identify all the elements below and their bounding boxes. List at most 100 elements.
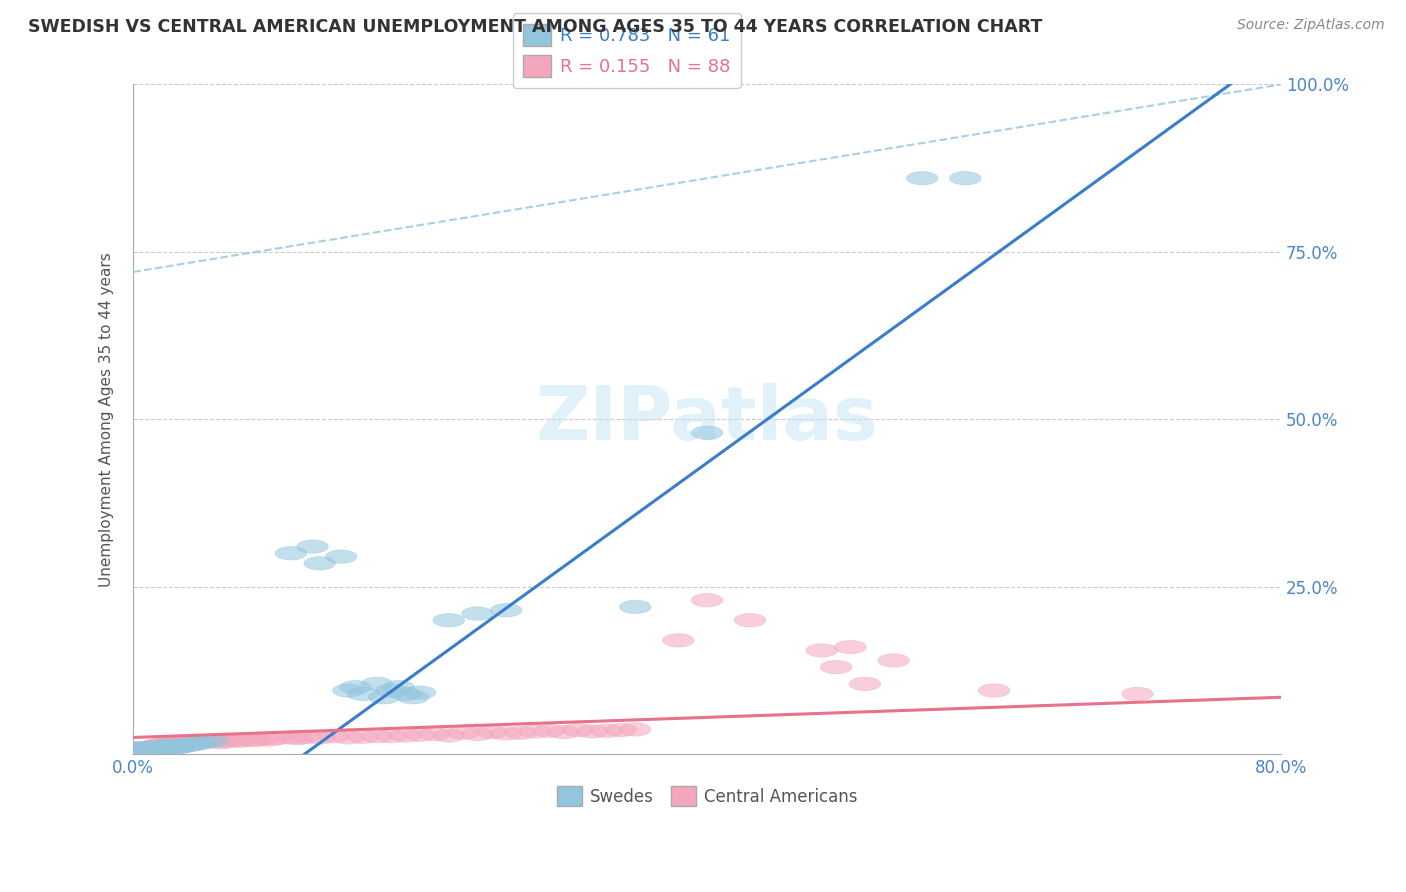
Ellipse shape — [129, 744, 160, 757]
Ellipse shape — [225, 734, 256, 747]
Ellipse shape — [325, 550, 357, 564]
Ellipse shape — [620, 723, 651, 736]
Ellipse shape — [118, 744, 150, 757]
Ellipse shape — [405, 728, 436, 741]
Ellipse shape — [146, 739, 177, 752]
Ellipse shape — [197, 734, 228, 747]
Ellipse shape — [174, 739, 207, 752]
Ellipse shape — [141, 741, 172, 755]
Ellipse shape — [382, 681, 415, 694]
Ellipse shape — [548, 725, 579, 739]
Ellipse shape — [620, 600, 651, 614]
Ellipse shape — [533, 724, 565, 738]
Ellipse shape — [246, 732, 278, 746]
Ellipse shape — [142, 739, 173, 752]
Ellipse shape — [177, 738, 209, 751]
Ellipse shape — [160, 736, 193, 749]
Ellipse shape — [122, 744, 153, 757]
Ellipse shape — [125, 741, 156, 755]
Ellipse shape — [124, 743, 155, 756]
Ellipse shape — [477, 725, 508, 739]
Ellipse shape — [433, 729, 464, 742]
Ellipse shape — [562, 723, 593, 737]
Ellipse shape — [461, 727, 494, 741]
Ellipse shape — [145, 742, 176, 756]
Ellipse shape — [239, 733, 271, 747]
Ellipse shape — [162, 739, 194, 752]
Ellipse shape — [128, 742, 159, 756]
Ellipse shape — [340, 681, 371, 694]
Ellipse shape — [276, 731, 307, 744]
Ellipse shape — [141, 740, 172, 754]
Ellipse shape — [134, 741, 165, 755]
Ellipse shape — [157, 737, 188, 750]
Ellipse shape — [122, 744, 153, 757]
Ellipse shape — [131, 743, 162, 756]
Ellipse shape — [159, 740, 190, 754]
Ellipse shape — [148, 739, 179, 753]
Ellipse shape — [124, 743, 155, 756]
Ellipse shape — [156, 741, 187, 755]
Ellipse shape — [150, 739, 181, 753]
Ellipse shape — [692, 593, 723, 607]
Ellipse shape — [519, 724, 551, 739]
Ellipse shape — [172, 736, 204, 749]
Ellipse shape — [877, 654, 910, 667]
Ellipse shape — [165, 736, 197, 749]
Ellipse shape — [135, 743, 166, 756]
Y-axis label: Unemployment Among Ages 35 to 44 years: Unemployment Among Ages 35 to 44 years — [100, 252, 114, 587]
Ellipse shape — [163, 738, 195, 751]
Ellipse shape — [120, 742, 152, 756]
Ellipse shape — [139, 739, 170, 753]
Ellipse shape — [143, 741, 174, 755]
Ellipse shape — [131, 743, 162, 756]
Ellipse shape — [218, 733, 249, 747]
Ellipse shape — [1122, 687, 1153, 700]
Ellipse shape — [166, 739, 198, 752]
Ellipse shape — [153, 739, 184, 752]
Ellipse shape — [188, 735, 221, 748]
Ellipse shape — [347, 730, 378, 744]
Ellipse shape — [127, 744, 157, 757]
Ellipse shape — [167, 738, 200, 751]
Ellipse shape — [159, 738, 190, 751]
Ellipse shape — [188, 736, 221, 749]
Ellipse shape — [153, 739, 184, 753]
Ellipse shape — [162, 737, 194, 750]
Ellipse shape — [605, 723, 637, 737]
Ellipse shape — [170, 737, 202, 750]
Ellipse shape — [297, 540, 328, 553]
Ellipse shape — [491, 727, 522, 740]
Ellipse shape — [734, 614, 766, 627]
Ellipse shape — [907, 171, 938, 185]
Ellipse shape — [849, 677, 880, 690]
Ellipse shape — [125, 741, 156, 755]
Ellipse shape — [283, 731, 314, 745]
Ellipse shape — [132, 744, 163, 757]
Ellipse shape — [591, 724, 623, 738]
Text: Source: ZipAtlas.com: Source: ZipAtlas.com — [1237, 18, 1385, 32]
Ellipse shape — [505, 726, 536, 739]
Ellipse shape — [160, 739, 193, 753]
Ellipse shape — [181, 737, 214, 750]
Ellipse shape — [576, 724, 607, 739]
Ellipse shape — [138, 741, 169, 755]
Ellipse shape — [333, 684, 364, 698]
Ellipse shape — [136, 740, 167, 754]
Ellipse shape — [461, 607, 494, 620]
Ellipse shape — [148, 739, 179, 752]
Ellipse shape — [979, 684, 1010, 698]
Text: ZIPatlas: ZIPatlas — [536, 383, 879, 456]
Ellipse shape — [253, 732, 285, 747]
Ellipse shape — [149, 740, 180, 754]
Text: SWEDISH VS CENTRAL AMERICAN UNEMPLOYMENT AMONG AGES 35 TO 44 YEARS CORRELATION C: SWEDISH VS CENTRAL AMERICAN UNEMPLOYMENT… — [28, 18, 1042, 36]
Ellipse shape — [204, 736, 235, 749]
Ellipse shape — [447, 726, 479, 739]
Ellipse shape — [260, 731, 292, 745]
Ellipse shape — [276, 547, 307, 560]
Ellipse shape — [290, 730, 321, 744]
Ellipse shape — [361, 730, 392, 743]
Ellipse shape — [174, 736, 207, 749]
Ellipse shape — [211, 735, 242, 748]
Ellipse shape — [396, 690, 429, 704]
